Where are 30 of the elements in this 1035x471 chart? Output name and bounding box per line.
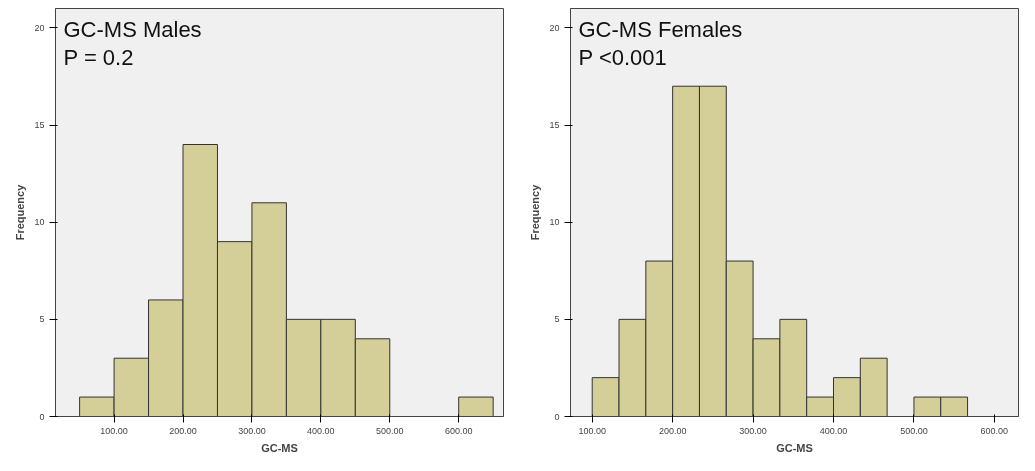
x-tick-label: 400.00 <box>819 425 848 436</box>
y-axis-title: Frequency <box>14 183 27 241</box>
annotation: P <0.001 <box>578 44 667 70</box>
x-axis-title: GC-MS <box>261 441 298 454</box>
y-tick-label: 5 <box>554 314 560 325</box>
y-tick-label: 20 <box>34 22 45 33</box>
y-axis-title: Frequency <box>529 183 542 241</box>
x-tick-label: 400.00 <box>307 425 335 436</box>
y-tick-label: 0 <box>554 411 560 422</box>
x-tick-label: 600.00 <box>444 425 473 436</box>
y-tick-label: 0 <box>39 411 45 422</box>
y-tick-label: 20 <box>549 22 560 33</box>
x-tick-label: 200.00 <box>658 425 687 436</box>
y-tick-label: 10 <box>34 217 45 228</box>
x-tick-label: 300.00 <box>739 425 767 436</box>
x-tick-label: 100.00 <box>100 425 128 436</box>
x-tick-label: 300.00 <box>238 425 266 436</box>
annotation: GC-MS Females <box>578 16 743 42</box>
y-tick-label: 15 <box>549 120 560 131</box>
x-tick-label: 200.00 <box>169 425 197 436</box>
y-tick-label: 15 <box>34 120 45 131</box>
x-tick-label: 100.00 <box>578 425 606 436</box>
annotation: P = 0.2 <box>63 44 134 70</box>
x-tick-label: 500.00 <box>376 425 404 436</box>
y-tick-label: 10 <box>549 217 560 228</box>
x-tick-label: 500.00 <box>900 425 928 436</box>
annotation: GC-MS Males <box>63 16 202 42</box>
y-tick-label: 5 <box>39 314 45 325</box>
x-tick-label: 600.00 <box>980 425 1009 436</box>
x-axis-title: GC-MS <box>776 441 813 454</box>
